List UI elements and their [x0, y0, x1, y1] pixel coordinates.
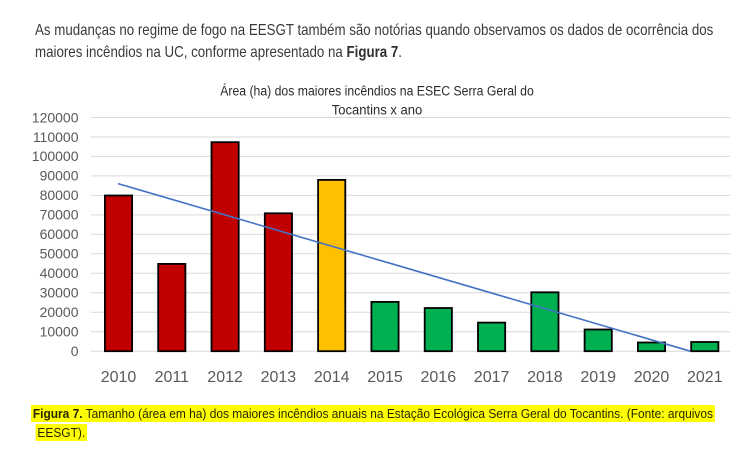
svg-text:60000: 60000 — [40, 226, 79, 242]
svg-text:2010: 2010 — [101, 369, 137, 386]
svg-text:2017: 2017 — [474, 369, 510, 386]
svg-text:30000: 30000 — [40, 285, 79, 301]
svg-text:Área (ha) dos maiores incêndio: Área (ha) dos maiores incêndios na ESEC … — [220, 83, 534, 99]
svg-text:90000: 90000 — [40, 168, 79, 184]
svg-text:110000: 110000 — [33, 129, 79, 145]
svg-text:2021: 2021 — [687, 369, 723, 386]
svg-text:0: 0 — [71, 343, 79, 359]
svg-text:120000: 120000 — [32, 109, 79, 125]
svg-text:2020: 2020 — [634, 369, 670, 386]
svg-text:10000: 10000 — [40, 324, 79, 340]
svg-text:100000: 100000 — [32, 148, 79, 164]
svg-text:2015: 2015 — [367, 369, 403, 386]
svg-text:2018: 2018 — [527, 369, 563, 386]
svg-text:2011: 2011 — [155, 369, 190, 386]
svg-text:50000: 50000 — [40, 246, 79, 262]
svg-text:2013: 2013 — [261, 369, 297, 386]
svg-text:20000: 20000 — [40, 304, 79, 320]
svg-text:70000: 70000 — [40, 207, 79, 223]
svg-text:40000: 40000 — [40, 265, 79, 281]
svg-text:2019: 2019 — [580, 369, 616, 386]
svg-text:80000: 80000 — [40, 187, 79, 203]
svg-text:2016: 2016 — [421, 369, 457, 386]
svg-text:2014: 2014 — [314, 369, 350, 386]
svg-text:2012: 2012 — [207, 369, 243, 386]
svg-text:Tocantins x ano: Tocantins x ano — [332, 102, 423, 118]
